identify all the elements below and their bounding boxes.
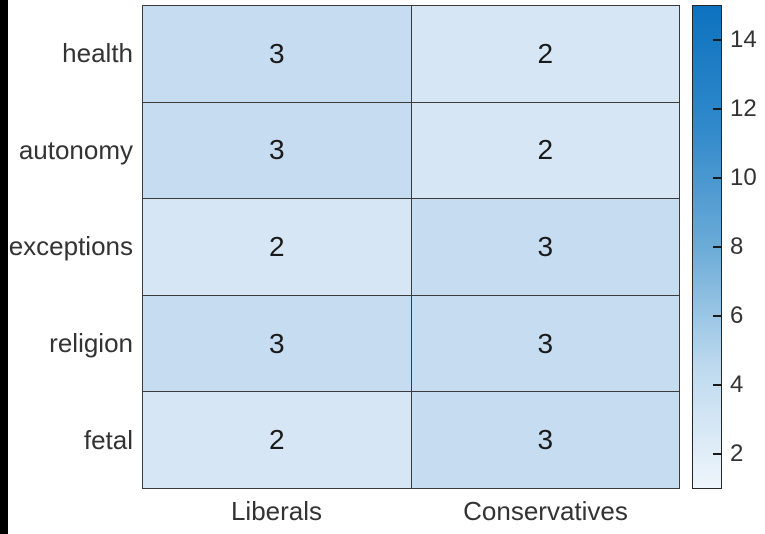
cell-value: 3 xyxy=(537,327,554,359)
colorbar-tick-mark xyxy=(713,246,722,248)
heatmap-grid: 3 2 3 2 2 3 3 3 2 3 xyxy=(142,5,680,489)
heatmap-cell: 2 xyxy=(143,392,411,488)
colorbar-tick-mark xyxy=(713,176,722,179)
cell-value: 2 xyxy=(537,37,554,69)
colorbar-tick-label: 10 xyxy=(730,163,757,191)
row-label-exceptions: exceptions xyxy=(8,231,133,262)
cell-value: 3 xyxy=(537,424,554,456)
colorbar-tick-label: 6 xyxy=(730,302,744,330)
cell-value: 2 xyxy=(268,424,285,456)
colorbar: 2 4 6 8 10 12 14 xyxy=(692,5,765,489)
colorbar-tick-mark xyxy=(713,384,722,387)
window-edge-strip xyxy=(0,0,8,534)
row-label-autonomy: autonomy xyxy=(18,134,133,165)
heatmap-cell: 3 xyxy=(143,102,411,199)
colorbar-tick-label: 12 xyxy=(730,94,757,122)
heatmap-cell: 3 xyxy=(143,6,411,102)
colorbar-tick-mark xyxy=(713,38,722,41)
cell-value: 3 xyxy=(268,134,285,166)
colorbar-tick-label: 4 xyxy=(730,371,744,399)
heatmap-cell: 3 xyxy=(411,199,679,295)
colorbar-tick-label: 14 xyxy=(730,25,757,53)
heatmap-cell: 3 xyxy=(411,392,679,488)
colorbar-tick-mark xyxy=(713,107,722,110)
x-axis-labels: Liberals Conservatives xyxy=(142,489,680,534)
heatmap-cell: 3 xyxy=(143,295,411,392)
cell-value: 2 xyxy=(537,134,554,166)
colorbar-tick-label: 8 xyxy=(730,233,744,260)
cell-value: 3 xyxy=(268,327,285,359)
row-label-fetal: fetal xyxy=(83,425,133,456)
row-label-health: health xyxy=(62,37,133,68)
row-label-religion: religion xyxy=(49,328,133,359)
cell-value: 2 xyxy=(268,230,285,262)
heatmap-cell: 3 xyxy=(411,295,679,392)
y-axis-labels: health autonomy exceptions religion fetal xyxy=(0,5,133,489)
heatmap-cell: 2 xyxy=(143,199,411,295)
cell-value: 3 xyxy=(268,37,285,69)
colorbar-tick-mark xyxy=(713,453,722,456)
col-label-conservatives: Conservatives xyxy=(463,496,628,526)
colorbar-tick-label: 2 xyxy=(730,440,744,468)
colorbar-tick-mark xyxy=(713,315,722,318)
cell-value: 3 xyxy=(537,230,554,262)
heatmap-cell: 2 xyxy=(411,102,679,199)
col-label-liberals: Liberals xyxy=(230,496,323,526)
heatmap-cell: 2 xyxy=(411,6,679,102)
